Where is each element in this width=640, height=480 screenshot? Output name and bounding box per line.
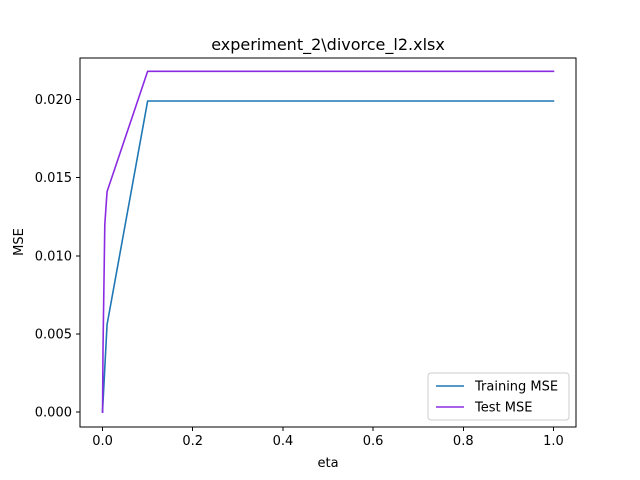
plot-area-frame: [79, 57, 577, 428]
y-tick-label: 0.015: [35, 171, 72, 186]
x-tick-label: 0.8: [453, 434, 474, 449]
x-tick-label: 0.0: [92, 434, 113, 449]
legend-label: Training MSE: [474, 380, 558, 395]
x-tick-label: 1.0: [543, 434, 564, 449]
series-layer: [101, 70, 555, 413]
legend: Training MSE Test MSE: [427, 372, 570, 421]
y-axis-title: MSE: [12, 228, 27, 256]
y-tick-label: 0.020: [35, 93, 72, 108]
y-tick-label: 0.005: [35, 327, 72, 342]
x-tick-label: 0.4: [273, 434, 294, 449]
y-tick-label: 0.010: [35, 249, 72, 264]
x-axis: 0.0 0.2 0.4 0.6 0.8 1.0: [92, 427, 564, 449]
legend-box: [427, 372, 570, 421]
y-axis: 0.000 0.005 0.010 0.015 0.020: [35, 93, 80, 421]
chart-title: experiment_2\divorce_l2.xlsx: [211, 35, 445, 55]
legend-label: Test MSE: [474, 401, 532, 416]
x-axis-title: eta: [317, 456, 338, 471]
series-line-test-mse: [101, 70, 555, 413]
x-tick-label: 0.6: [363, 434, 384, 449]
y-tick-label: 0.000: [35, 406, 72, 421]
x-tick-label: 0.2: [182, 434, 203, 449]
